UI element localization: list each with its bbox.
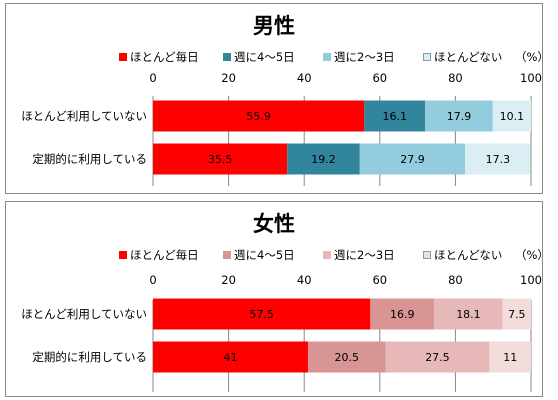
- x-tick-label: 100: [520, 71, 542, 85]
- data-label: 57.5: [249, 308, 274, 321]
- unit-label: （%）: [515, 248, 549, 262]
- legend-label: ほとんどない: [434, 248, 503, 262]
- chart-panel-male: 男性 ほとんど毎日 週に4～5日 週に2～3日 ほとんどない （%） 0 20 40…: [5, 3, 549, 194]
- x-tick-label: 60: [372, 71, 387, 85]
- legend-label: ほとんどない: [434, 50, 503, 64]
- bar-segment: [425, 100, 493, 132]
- bar-segment: [385, 341, 490, 373]
- bar-segment: [370, 298, 435, 330]
- category-label: 定期的に利用している: [32, 350, 147, 364]
- bar-segment: [153, 100, 365, 132]
- bar-segment: [492, 100, 531, 132]
- legend-swatch: [423, 251, 431, 259]
- category-label: ほとんど利用していない: [21, 307, 147, 321]
- x-tick-label: 100: [520, 273, 542, 287]
- x-tick-label: 20: [221, 71, 236, 85]
- category-label: ほとんど利用していない: [21, 109, 147, 123]
- category-label: 定期的に利用している: [32, 152, 147, 166]
- data-label: 10.1: [500, 110, 525, 123]
- legend-label: 週に2～3日: [334, 248, 395, 262]
- data-label: 18.1: [456, 308, 481, 321]
- data-label: 19.2: [311, 153, 336, 166]
- bar-segment: [364, 100, 426, 132]
- bar-segment: [153, 298, 371, 330]
- data-label: 7.5: [508, 308, 526, 321]
- x-tick-label: 80: [448, 273, 463, 287]
- legend-label: 週に2～3日: [334, 50, 395, 64]
- bar-chart: 0 20 40 60 80 100 ほとんど利用していない 57.5 16.9 18.1 7.5 定期…: [21, 273, 542, 392]
- x-tick-label: 40: [297, 273, 312, 287]
- legend-label: ほとんど毎日: [130, 50, 199, 64]
- chart-panel-female: 女性 ほとんど毎日 週に4～5日 週に2～3日 ほとんどない （%） 0 20 40…: [5, 201, 549, 397]
- legend-swatch: [223, 53, 231, 61]
- data-label: 27.9: [400, 153, 425, 166]
- bar-segment: [465, 143, 531, 175]
- chart-title: 女性: [253, 212, 295, 236]
- data-label: 16.9: [390, 308, 415, 321]
- legend-swatch: [119, 53, 127, 61]
- chart-title: 男性: [253, 14, 295, 38]
- data-label: 20.5: [334, 351, 359, 364]
- x-tick-label: 20: [221, 273, 236, 287]
- x-tick-label: 40: [297, 71, 312, 85]
- bar-segment: [307, 341, 386, 373]
- bar-segment: [489, 341, 531, 373]
- legend-swatch: [223, 251, 231, 259]
- data-label: 41: [223, 351, 237, 364]
- data-label: 11: [503, 351, 517, 364]
- bar-segment: [359, 143, 466, 175]
- legend-swatch: [423, 53, 431, 61]
- data-label: 17.3: [486, 153, 511, 166]
- x-tick-label: 0: [149, 71, 156, 85]
- legend-label: ほとんど毎日: [130, 248, 199, 262]
- bar-segment: [434, 298, 503, 330]
- data-label: 55.9: [246, 110, 271, 123]
- data-label: 27.5: [425, 351, 450, 364]
- bar-segment: [287, 143, 360, 175]
- legend-label: 週に4～5日: [234, 50, 295, 64]
- legend-label: 週に4～5日: [234, 248, 295, 262]
- data-label: 16.1: [382, 110, 407, 123]
- legend-swatch: [323, 251, 331, 259]
- x-tick-label: 0: [149, 273, 156, 287]
- bar-segment: [153, 341, 308, 373]
- x-tick-label: 60: [372, 273, 387, 287]
- legend-swatch: [119, 251, 127, 259]
- bar-segment: [502, 298, 531, 330]
- data-label: 17.9: [447, 110, 472, 123]
- bar-segment: [153, 143, 288, 175]
- bar-chart: 0 20 40 60 80 100 ほとんど利用していない 55.9 16.1 17.9 10.1 定…: [21, 71, 542, 186]
- legend-swatch: [323, 53, 331, 61]
- unit-label: （%）: [515, 50, 549, 64]
- data-label: 35.5: [208, 153, 233, 166]
- x-tick-label: 80: [448, 71, 463, 85]
